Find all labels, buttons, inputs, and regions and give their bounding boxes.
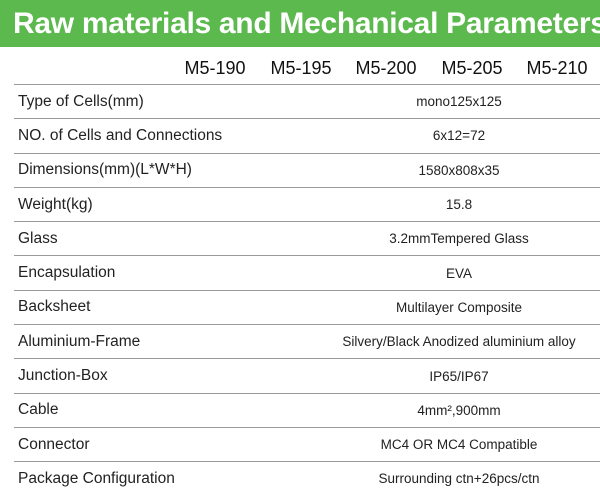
row-label: Junction-Box [18,367,108,385]
row-label: Cable [18,401,59,419]
row-value: 15.8 [445,197,473,213]
row-label: NO. of Cells and Connections [18,126,223,144]
table-row: Aluminium-Frame Silvery/Black Anodized a… [14,325,600,360]
table-row: NO. of Cells and Connections 6x12=72 [14,119,600,154]
table-row: Encapsulation EVA [14,256,600,291]
table-row: Package Configuration Surrounding ctn+26… [14,462,600,495]
row-value: EVA [445,265,472,281]
title-banner: Raw materials and Mechanical Parameters [0,0,600,47]
model-column-header: M5-200 [355,58,417,78]
row-value: Multilayer Composite [395,299,523,315]
row-value: 4mm²,900mm [417,402,501,418]
row-value: mono125x125 [416,94,502,110]
row-label: Aluminium-Frame [18,332,141,350]
row-value: 6x12=72 [432,128,486,144]
page-title: Raw materials and Mechanical Parameters [13,6,600,40]
table-row: Dimensions(mm)(L*W*H) 1580x808x35 [14,154,600,188]
row-value: Silvery/Black Anodized aluminium alloy [342,334,576,350]
model-column-header: M5-210 [526,58,588,78]
row-value: IP65/IP67 [429,368,489,384]
row-label: Dimensions(mm)(L*W*H) [18,161,192,179]
row-label: Weight(kg) [18,195,93,213]
row-label: Package Configuration [18,469,175,487]
row-label: Type of Cells(mm) [18,92,144,110]
row-value: 3.2mmTempered Glass [389,231,529,247]
table-row: Cable 4mm²,900mm [14,394,600,428]
parameters-table: Type of Cells(mm) mono125x125 NO. of Cel… [14,84,600,496]
row-label: Backsheet [18,298,91,316]
row-label: Encapsulation [18,264,116,282]
model-column-header: M5-190 [184,58,246,78]
table-row: Junction-Box IP65/IP67 [14,359,600,394]
model-header-row: M5-190 M5-195 M5-200 M5-205 M5-210 [0,58,600,84]
row-value: 1580x808x35 [418,162,500,178]
row-label: Connector [18,435,90,453]
row-label: Glass [18,229,58,247]
row-value: Surrounding ctn+26pcs/ctn [378,471,540,487]
table-row: Weight(kg) 15.8 [14,188,600,223]
model-column-header: M5-205 [441,58,503,78]
model-column-header: M5-195 [270,58,332,78]
table-row: Connector MC4 OR MC4 Compatible [14,428,600,463]
table-row: Type of Cells(mm) mono125x125 [14,85,600,120]
table-row: Backsheet Multilayer Composite [14,291,600,326]
table-row: Glass 3.2mmTempered Glass [14,222,600,257]
row-value: MC4 OR MC4 Compatible [380,437,538,453]
